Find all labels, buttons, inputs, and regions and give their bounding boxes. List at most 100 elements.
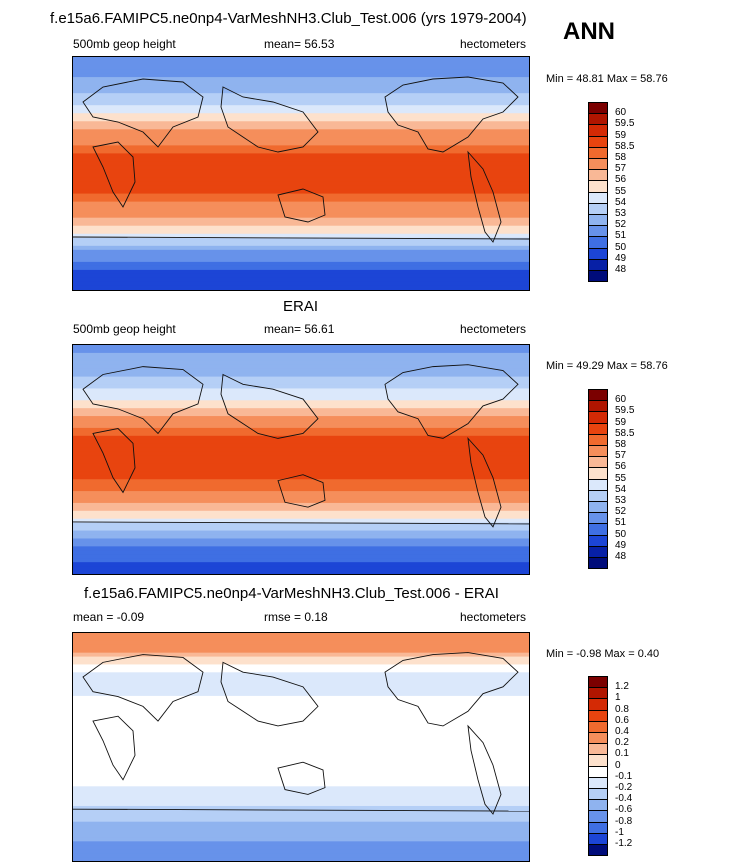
panel3-contour-band <box>73 825 529 831</box>
panel2-contour-band <box>73 562 529 567</box>
panel3-contour-band <box>73 656 529 662</box>
panel2-contour-band <box>73 550 529 555</box>
panel3-coastline <box>467 724 502 815</box>
panel2-variable-label: 500mb geop height <box>73 322 176 336</box>
panel3-map <box>72 632 530 862</box>
panel1-contour-band <box>73 157 529 163</box>
panel3-contour-band <box>73 786 529 791</box>
panel2-coastline <box>82 366 204 435</box>
panel2-contour-band <box>73 451 529 457</box>
panel3-contour-band <box>73 809 529 815</box>
panel1-contour-band <box>73 185 529 191</box>
colorbar3-tick-label: 0.2 <box>615 737 629 749</box>
panel3-contour-band <box>73 841 529 846</box>
panel2-coastline <box>92 428 136 494</box>
panel2-contour-band <box>73 510 529 516</box>
panel1-contour-band <box>73 129 529 134</box>
panel1-coastline <box>82 78 204 148</box>
panel2-contour-band <box>73 443 529 449</box>
panel3-coastline <box>384 652 519 727</box>
panel3-contour-band <box>73 664 529 669</box>
panel2-title: ERAI <box>283 298 319 315</box>
panel3-contour-band <box>73 750 529 756</box>
colorbar3-tick-label: -0.8 <box>615 815 633 827</box>
panel2-contour-band <box>73 348 529 354</box>
panel2-contour-band <box>73 498 529 504</box>
panel2-contour-band <box>73 459 529 465</box>
panel2-coastline <box>220 373 319 439</box>
panel1-contour-band <box>73 173 529 179</box>
colorbar1-tick-label: 55 <box>615 185 627 197</box>
panel2-contour-band <box>73 392 529 397</box>
panel3-contour-band <box>73 731 529 736</box>
colorbar3-tick-label: 0.6 <box>615 714 629 726</box>
panel1-contour-band <box>73 149 529 155</box>
panel1-contour-band <box>73 209 529 215</box>
panel1-contour-band <box>73 73 529 78</box>
panel3-contour-band <box>73 774 529 780</box>
panel1-contour-band <box>73 245 529 251</box>
panel1-variable-label: 500mb geop height <box>73 37 176 51</box>
panel2-contour-band <box>73 538 529 544</box>
panel1-contour-band <box>73 221 529 227</box>
panel3-contour-band <box>73 817 529 823</box>
panel3-contour-band <box>73 668 529 673</box>
panel2-contour-band <box>73 447 529 453</box>
colorbar3-tick-label: -0.2 <box>615 782 633 793</box>
panel3-contour-band <box>73 633 529 638</box>
panel2-contour-band <box>73 384 529 390</box>
panel3-mean-label: mean = -0.09 <box>73 610 145 624</box>
panel1-contour-band <box>73 113 529 118</box>
panel1-minmax: Min = 48.81 Max = 58.76 <box>546 73 668 85</box>
panel2-units-label: hectometers <box>460 322 527 336</box>
panel2-contour-band <box>73 412 529 417</box>
panel2-mean-label: mean= 56.61 <box>264 322 335 336</box>
panel3-contour-band <box>73 723 529 728</box>
panel2-contour-band <box>73 408 529 413</box>
colorbar2-tick-label: 58.5 <box>615 427 635 439</box>
panel3-contour-band <box>73 833 529 839</box>
panel2-contour-band <box>73 376 529 382</box>
panel2-contour-band <box>73 404 529 409</box>
panel3-contour-band <box>73 715 529 721</box>
panel1-contour-band <box>73 85 529 90</box>
panel1-contour-band <box>73 233 529 239</box>
panel2-contour-band <box>73 483 529 488</box>
panel3-contour-band <box>73 707 529 713</box>
panel1-contour-band <box>73 249 529 255</box>
panel2-contour-band <box>73 435 529 441</box>
panel1-contour-band <box>73 141 529 146</box>
panel1-units-label: hectometers <box>460 37 527 51</box>
panel3-contour-band <box>73 735 529 740</box>
panel3-contour-band <box>73 802 529 807</box>
panel1-contour-band <box>73 121 529 126</box>
colorbar2-tick-label: 49 <box>615 539 627 551</box>
panel3-contour-band <box>73 849 529 854</box>
colorbar3-tick-label: 0.8 <box>615 703 629 715</box>
panel2-contour-plot <box>73 345 529 574</box>
panel3-contour-band <box>73 829 529 835</box>
panel1-contour-band <box>73 69 529 74</box>
panel2-contour-band <box>73 423 529 429</box>
panel3-contour-band <box>73 798 529 803</box>
colorbar3-tick-label: 1 <box>615 692 621 704</box>
colorbar1-tick-label: 49 <box>615 252 627 264</box>
panel1-contour-band <box>73 105 529 110</box>
panel1-contour-band <box>73 165 529 171</box>
panel2-contour-band <box>73 356 529 362</box>
colorbar2-tick-label: 48 <box>615 551 627 562</box>
panel3-coastline <box>277 761 326 795</box>
season-label: ANN <box>563 18 615 45</box>
panel3-units-label: hectometers <box>460 610 527 624</box>
panel1-contour-band <box>73 101 529 106</box>
colorbar2-tick-label: 53 <box>615 495 627 506</box>
panel1-contour-band <box>73 269 529 275</box>
panel2-contour-band <box>73 372 529 378</box>
panel1-contour-band <box>73 205 529 211</box>
panel3-coastline <box>220 661 319 727</box>
panel3-contour-band <box>73 711 529 717</box>
panel3-contour-band <box>73 790 529 795</box>
panel2-contour-band <box>73 554 529 559</box>
panel1-map <box>72 56 530 291</box>
panel1-contour-band <box>73 285 529 290</box>
